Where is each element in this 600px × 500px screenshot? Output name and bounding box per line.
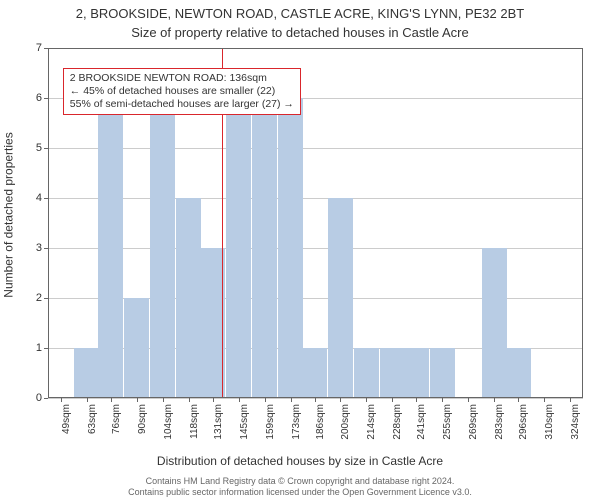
x-tick-label: 269sqm (468, 404, 479, 440)
x-tick-label: 173sqm (291, 404, 302, 440)
x-tick-mark (111, 398, 112, 402)
x-tick-mark (315, 398, 316, 402)
x-tick-label: 49sqm (61, 404, 72, 434)
histogram-chart: 2, BROOKSIDE, NEWTON ROAD, CASTLE ACRE, … (0, 0, 600, 500)
x-tick-mark (570, 398, 571, 402)
x-tick-label: 255sqm (442, 404, 453, 440)
x-tick-mark (291, 398, 292, 402)
footer-line2: Contains public sector information licen… (0, 487, 600, 498)
x-tick-label: 76sqm (111, 404, 122, 434)
footer-text: Contains HM Land Registry data © Crown c… (0, 476, 600, 499)
y-tick-mark (44, 48, 48, 49)
y-tick-mark (44, 398, 48, 399)
x-tick-mark (366, 398, 367, 402)
x-tick-label: 118sqm (189, 404, 200, 439)
y-tick-label: 1 (36, 342, 42, 354)
x-tick-label: 200sqm (340, 404, 351, 440)
x-tick-mark (392, 398, 393, 402)
y-tick-label: 6 (36, 92, 42, 104)
x-tick-label: 63sqm (87, 404, 98, 434)
x-tick-mark (137, 398, 138, 402)
y-tick-label: 4 (36, 192, 42, 204)
x-tick-mark (442, 398, 443, 402)
y-tick-label: 3 (36, 242, 42, 254)
x-tick-mark (239, 398, 240, 402)
y-tick-label: 2 (36, 292, 42, 304)
x-tick-label: 186sqm (315, 404, 326, 440)
x-tick-mark (61, 398, 62, 402)
x-tick-mark (468, 398, 469, 402)
y-tick-label: 7 (36, 42, 42, 54)
x-tick-mark (518, 398, 519, 402)
y-axis-label: Number of detached properties (0, 0, 18, 430)
y-tick-mark (44, 298, 48, 299)
y-tick-mark (44, 148, 48, 149)
x-tick-mark (265, 398, 266, 402)
x-tick-mark (189, 398, 190, 402)
x-tick-mark (544, 398, 545, 402)
y-tick-label: 5 (36, 142, 42, 154)
chart-title-line1: 2, BROOKSIDE, NEWTON ROAD, CASTLE ACRE, … (0, 6, 600, 21)
x-tick-label: 90sqm (137, 404, 148, 434)
x-axis-label: Distribution of detached houses by size … (0, 454, 600, 468)
x-tick-mark (163, 398, 164, 402)
x-tick-label: 159sqm (265, 404, 276, 440)
y-tick-label: 0 (36, 392, 42, 404)
x-tick-label: 228sqm (392, 404, 403, 440)
x-tick-label: 241sqm (416, 404, 427, 440)
chart-title-line2: Size of property relative to detached ho… (0, 25, 600, 40)
x-tick-mark (87, 398, 88, 402)
x-tick-mark (340, 398, 341, 402)
plot-area: 2 BROOKSIDE NEWTON ROAD: 136sqm← 45% of … (48, 48, 583, 398)
x-tick-label: 104sqm (163, 404, 174, 440)
x-tick-mark (213, 398, 214, 402)
x-tick-label: 310sqm (544, 404, 555, 440)
footer-line1: Contains HM Land Registry data © Crown c… (0, 476, 600, 487)
x-tick-label: 296sqm (518, 404, 529, 440)
x-tick-mark (494, 398, 495, 402)
x-tick-label: 214sqm (366, 404, 377, 440)
y-tick-mark (44, 248, 48, 249)
x-tick-label: 283sqm (494, 404, 505, 440)
y-tick-mark (44, 348, 48, 349)
x-tick-label: 131sqm (213, 404, 224, 440)
x-tick-mark (416, 398, 417, 402)
x-tick-label: 324sqm (570, 404, 581, 440)
x-tick-label: 145sqm (239, 404, 250, 440)
ticks-layer: 0123456749sqm63sqm76sqm90sqm104sqm118sqm… (48, 48, 583, 398)
y-tick-mark (44, 198, 48, 199)
y-tick-mark (44, 98, 48, 99)
